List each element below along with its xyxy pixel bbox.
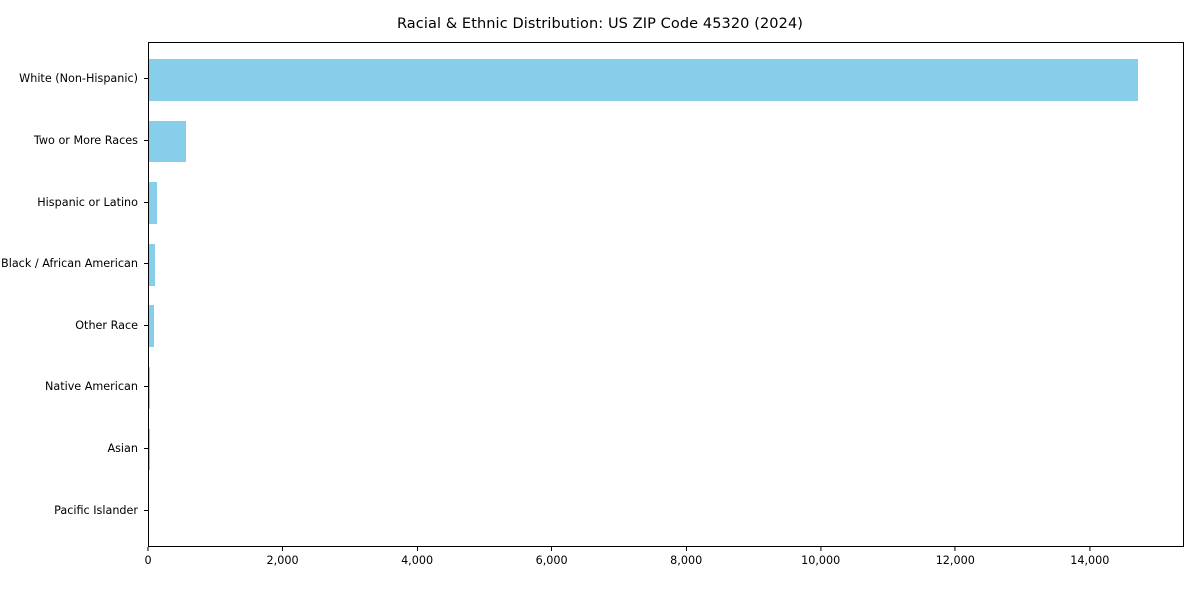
y-axis-tick-mark <box>144 509 148 511</box>
x-axis-tick: 14,000 <box>1070 547 1109 567</box>
x-axis-tick: 10,000 <box>801 547 840 567</box>
bar <box>149 182 158 225</box>
y-axis-tick: Hispanic or Latino <box>37 194 148 210</box>
y-axis-tick-mark <box>144 78 148 80</box>
x-axis-tick-mark <box>416 547 418 551</box>
bar <box>149 59 1138 101</box>
y-axis-tick-label: White (Non-Hispanic) <box>19 72 138 86</box>
y-axis-tick: Two or More Races <box>34 133 148 149</box>
y-axis-tick: Black / African American <box>1 256 148 272</box>
bar <box>149 243 156 286</box>
x-axis-tick-mark <box>954 547 956 551</box>
x-axis-tick: 12,000 <box>936 547 975 567</box>
x-axis: 0 2,000 4,000 6,000 8,000 10,000 12,000 14,000 <box>144 547 1184 587</box>
y-axis-tick: Asian <box>107 440 148 456</box>
x-axis-tick-mark <box>685 547 687 551</box>
bar <box>149 428 150 471</box>
y-axis: White (Non-Hispanic) Two or More Races His… <box>0 42 148 547</box>
y-axis-tick-label: Pacific Islander <box>54 503 138 517</box>
x-axis-tick: 0 <box>144 547 152 567</box>
x-axis-tick: 8,000 <box>670 547 702 567</box>
y-axis-tick-label: Two or More Races <box>33 134 138 148</box>
x-axis-tick-mark <box>820 547 822 551</box>
x-axis-tick-label: 0 <box>144 554 152 567</box>
bar <box>149 120 186 163</box>
x-axis-tick-mark <box>1089 547 1091 551</box>
bars-layer <box>149 43 1183 546</box>
x-axis-tick-label: 2,000 <box>266 554 299 567</box>
y-axis-tick-label: Black / African American <box>1 257 138 271</box>
y-axis-tick-mark <box>144 324 148 326</box>
x-axis-tick-mark <box>147 547 149 551</box>
x-axis-tick-label: 4,000 <box>401 554 434 567</box>
y-axis-tick-label: Asian <box>107 441 138 455</box>
x-axis-tick-label: 6,000 <box>535 554 568 567</box>
x-axis-tick-label: 14,000 <box>1070 554 1110 567</box>
x-axis-tick: 6,000 <box>536 547 568 567</box>
x-axis-tick-mark <box>282 547 284 551</box>
x-axis-tick: 4,000 <box>401 547 433 567</box>
y-axis-tick-mark <box>144 263 148 265</box>
x-axis-tick: 2,000 <box>267 547 299 567</box>
chart-title: Racial & Ethnic Distribution: US ZIP Cod… <box>396 16 804 32</box>
bar <box>149 305 154 348</box>
y-axis-tick-mark <box>144 139 148 142</box>
x-axis-tick-label: 10,000 <box>801 554 841 567</box>
y-axis-tick-label: Hispanic or Latino <box>37 195 138 209</box>
y-axis-tick-mark <box>144 201 148 203</box>
x-axis-tick-label: 12,000 <box>935 554 975 567</box>
y-axis-tick-mark <box>144 447 148 449</box>
bar <box>149 366 150 409</box>
y-axis-tick-label: Native American <box>44 380 138 394</box>
y-axis-tick: White (Non-Hispanic) <box>19 71 148 87</box>
y-axis-tick: Pacific Islander <box>54 502 148 518</box>
y-axis-tick: Other Race <box>75 317 148 333</box>
x-axis-tick-mark <box>551 547 553 551</box>
plot-area <box>148 42 1184 547</box>
y-axis-tick-label: Other Race <box>75 318 138 332</box>
x-axis-tick-label: 8,000 <box>670 554 703 567</box>
y-axis-tick: Native American <box>45 379 148 395</box>
y-axis-tick-mark <box>144 386 148 388</box>
